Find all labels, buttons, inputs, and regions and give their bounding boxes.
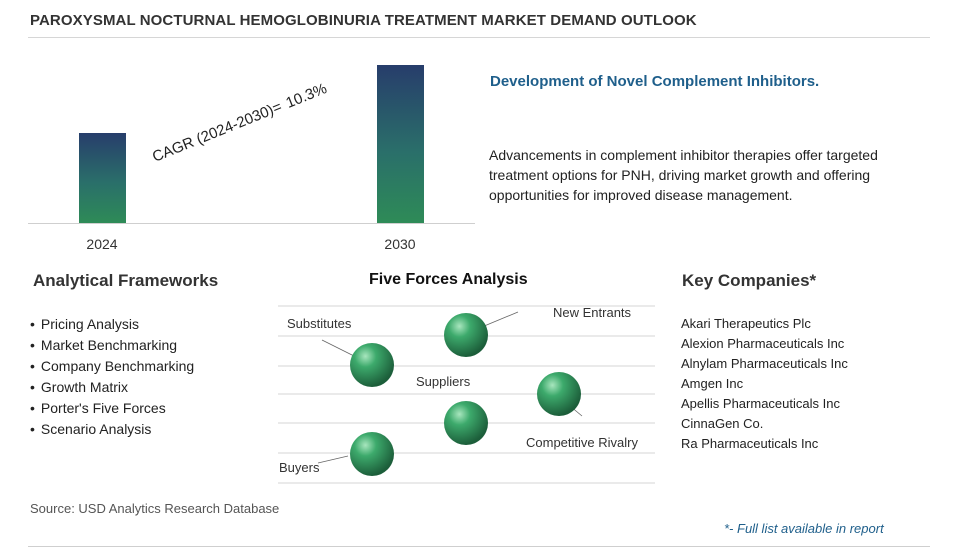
force-label-new-entrants: New Entrants: [553, 305, 632, 320]
bar-2030: [376, 65, 424, 223]
list-item: Porter's Five Forces: [30, 398, 194, 419]
list-item: Company Benchmarking: [30, 356, 194, 377]
list-item: Alnylam Pharmaceuticals Inc: [681, 356, 848, 371]
page-title: PAROXYSMAL NOCTURNAL HEMOGLOBINURIA TREA…: [30, 12, 697, 29]
list-item: CinnaGen Co.: [681, 416, 764, 431]
frameworks-list: Pricing Analysis Market Benchmarking Com…: [30, 314, 194, 440]
title-divider: [28, 37, 930, 38]
list-item: Pricing Analysis: [30, 314, 194, 335]
five-forces-diagram: Substitutes New Entrants Suppliers Compe…: [278, 305, 655, 484]
demand-bar-chart: 2024 2030 CAGR (2024-2030)=10.3%: [0, 0, 480, 260]
force-label-suppliers: Suppliers: [416, 374, 471, 389]
sphere-suppliers: [444, 401, 488, 445]
force-gridlines: [278, 305, 655, 484]
force-label-substitutes: Substitutes: [287, 316, 352, 331]
insight-heading: Development of Novel Complement Inhibito…: [490, 73, 820, 90]
cagr-label: CAGR (2024-2030)=: [150, 98, 285, 166]
force-label-rivalry: Competitive Rivalry: [526, 435, 638, 450]
list-item: Ra Pharmaceuticals Inc: [681, 436, 819, 451]
cagr-annotation: CAGR (2024-2030)=10.3%: [150, 80, 329, 166]
list-item: Amgen Inc: [681, 376, 744, 391]
bottom-divider: [28, 546, 930, 547]
force-label-buyers: Buyers: [279, 460, 320, 475]
cagr-value: 10.3%: [283, 80, 330, 112]
frameworks-heading: Analytical Frameworks: [33, 271, 219, 290]
sphere-rivalry: [537, 372, 581, 416]
list-item: Growth Matrix: [30, 377, 194, 398]
list-item: Scenario Analysis: [30, 419, 194, 440]
list-item: Apellis Pharmaceuticals Inc: [681, 396, 840, 411]
sphere-new-entrants: [444, 313, 488, 357]
sphere-substitutes: [350, 343, 394, 387]
sphere-buyers: [350, 432, 394, 476]
chart-baseline: [28, 223, 475, 224]
bar-2024: [78, 133, 126, 223]
list-item: Market Benchmarking: [30, 335, 194, 356]
bar-label-2024: 2024: [86, 236, 118, 252]
footnote: *- Full list available in report: [724, 521, 884, 536]
source-note: Source: USD Analytics Research Database: [30, 501, 280, 516]
bar-label-2030: 2030: [384, 236, 416, 252]
companies-heading: Key Companies*: [682, 271, 817, 290]
insight-body: Advancements in complement inhibitor the…: [489, 147, 878, 203]
list-item: Akari Therapeutics Plc: [681, 316, 811, 331]
companies-list: Akari Therapeutics Plc Alexion Pharmaceu…: [681, 314, 848, 454]
five-forces-heading: Five Forces Analysis: [369, 271, 528, 288]
list-item: Alexion Pharmaceuticals Inc: [681, 336, 845, 351]
